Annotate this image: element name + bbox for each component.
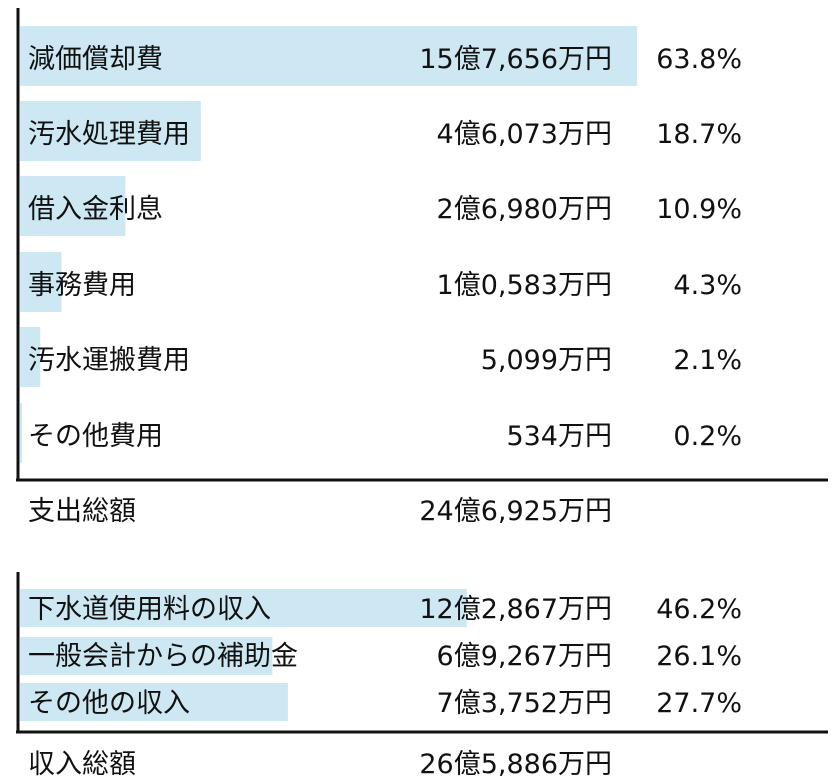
expense-amount-3: 1億0,583万円 [437, 270, 612, 301]
bar-revenue-1 [20, 637, 273, 675]
bar-expense-5 [20, 403, 22, 463]
expense-label-0: 減価償却費 [28, 44, 163, 75]
revenue-amount-2: 7億3,752万円 [437, 688, 612, 719]
revenue-total-label: 収入総額 [28, 749, 136, 780]
expense-label-5: その他費用 [28, 421, 163, 452]
revenue-total-amount: 26億5,886万円 [419, 749, 612, 780]
expense-label-4: 汚水運搬費用 [28, 345, 190, 376]
bar-revenue-0 [20, 589, 467, 627]
expense-amount-1: 4億6,073万円 [437, 119, 612, 150]
revenue-percent-0: 46.2% [656, 594, 742, 625]
expense-amount-2: 2億6,980万円 [437, 194, 612, 225]
revenue-label-0: 下水道使用料の収入 [28, 594, 271, 625]
revenue-amount-1: 6億9,267万円 [437, 641, 612, 672]
bar-expense-4 [20, 327, 41, 387]
expense-label-1: 汚水処理費用 [28, 119, 190, 150]
expense-total-label: 支出総額 [28, 496, 136, 527]
expense-percent-3: 4.3% [673, 270, 742, 301]
revenue-label-1: 一般会計からの補助金 [28, 641, 298, 672]
revenue-amount-0: 12億2,867万円 [419, 594, 612, 625]
bar-expense-2 [20, 176, 126, 236]
revenue-percent-2: 27.7% [656, 688, 742, 719]
revenue-label-2: その他の収入 [28, 688, 190, 719]
revenue-percent-1: 26.1% [656, 641, 742, 672]
bar-expense-1 [20, 101, 201, 161]
expense-percent-5: 0.2% [673, 421, 742, 452]
expense-percent-1: 18.7% [656, 119, 742, 150]
bar-revenue-2 [20, 683, 288, 721]
expense-amount-4: 5,099万円 [481, 345, 612, 376]
expense-percent-0: 63.8% [656, 44, 742, 75]
bar-expense-0 [20, 26, 637, 86]
expense-label-3: 事務費用 [28, 270, 136, 301]
expense-label-2: 借入金利息 [28, 194, 163, 225]
bar-expense-3 [20, 252, 62, 312]
expense-percent-2: 10.9% [656, 194, 742, 225]
expense-percent-4: 2.1% [673, 345, 742, 376]
expense-amount-0: 15億7,656万円 [419, 44, 612, 75]
expense-total-amount: 24億6,925万円 [419, 496, 612, 527]
expense-amount-5: 534万円 [506, 421, 612, 452]
